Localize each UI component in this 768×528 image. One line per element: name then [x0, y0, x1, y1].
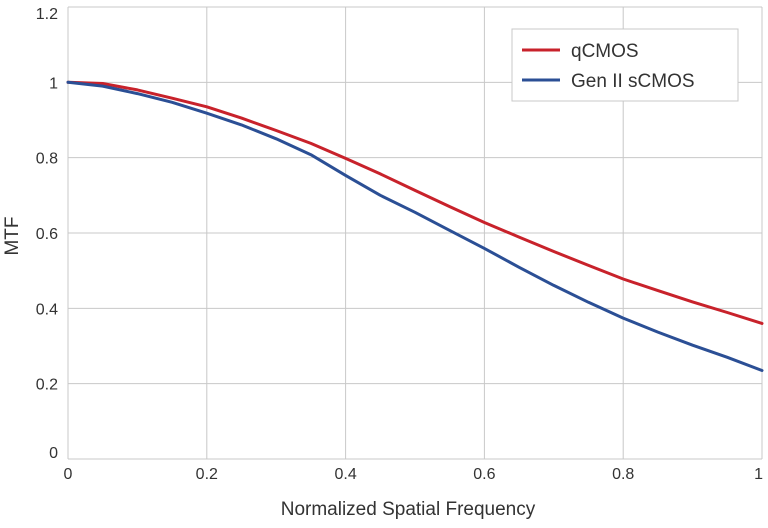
x-tick-label: 0 [64, 466, 73, 483]
y-axis-label: MTF [2, 216, 23, 255]
x-tick-label: 0.6 [473, 466, 495, 483]
y-tick-label: 0.6 [36, 226, 58, 243]
series-line-qcmos [66, 80, 764, 325]
legend-label-gen-ii-scmos: Gen II sCMOS [571, 71, 695, 92]
y-tick-label: 0.8 [36, 151, 58, 168]
x-tick-label: 0.8 [612, 466, 634, 483]
legend-box [511, 28, 739, 102]
x-tick-label: 1 [754, 466, 763, 483]
series-line-gen-ii-scmos [66, 80, 764, 372]
legend: qCMOS Gen II sCMOS [511, 28, 739, 102]
x-tick-label: 0.2 [196, 466, 218, 483]
series-lines [66, 80, 764, 372]
grid-lines [67, 6, 763, 460]
x-tick-labels: 0 0.2 0.4 0.6 0.8 1 [64, 466, 764, 483]
y-tick-label: 1 [49, 75, 58, 92]
y-tick-labels: 0 0.2 0.4 0.6 0.8 1 1.2 [36, 6, 58, 462]
y-tick-label: 0 [49, 445, 58, 462]
legend-label-qcmos: qCMOS [571, 41, 639, 62]
x-axis-label: Normalized Spatial Frequency [281, 499, 536, 520]
y-tick-label: 0.2 [36, 377, 58, 394]
y-tick-label: 1.2 [36, 6, 58, 23]
x-tick-label: 0.4 [334, 466, 356, 483]
y-tick-label: 0.4 [36, 301, 58, 318]
